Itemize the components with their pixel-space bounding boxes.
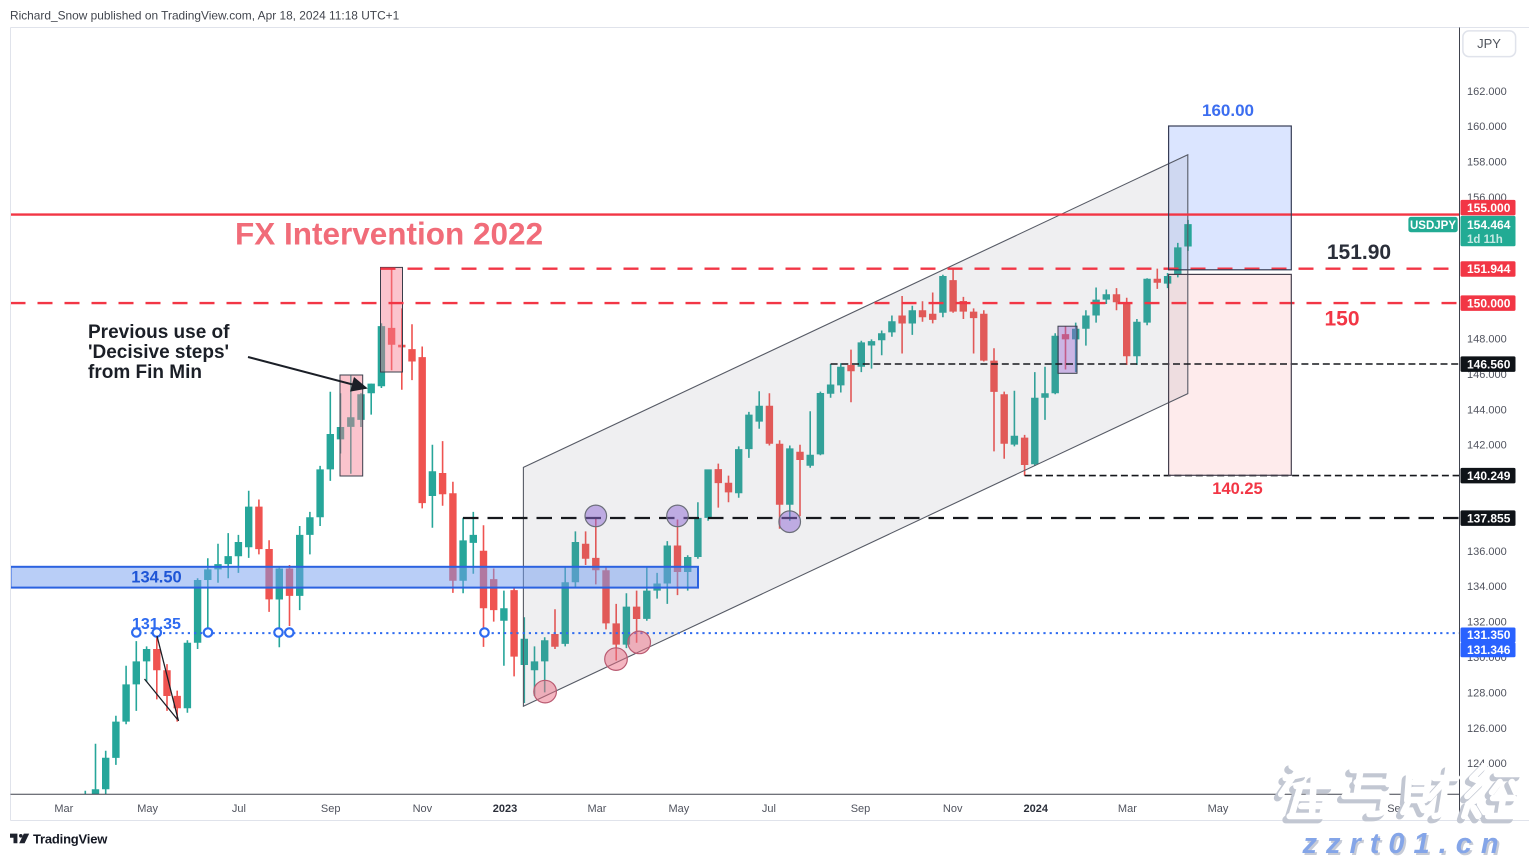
svg-text:134.000: 134.000 bbox=[1467, 581, 1507, 593]
svg-text:162.000: 162.000 bbox=[1467, 86, 1507, 98]
svg-text:'Decisive steps': 'Decisive steps' bbox=[88, 342, 229, 363]
svg-text:140.25: 140.25 bbox=[1212, 480, 1262, 498]
svg-text:2023: 2023 bbox=[493, 803, 517, 815]
svg-text:Richard_Snow published on Trad: Richard_Snow published on TradingView.co… bbox=[10, 9, 400, 23]
svg-text:140.249: 140.249 bbox=[1467, 469, 1511, 483]
svg-text:FX Intervention 2022: FX Intervention 2022 bbox=[235, 216, 543, 252]
svg-text:Mar: Mar bbox=[1118, 803, 1137, 815]
svg-text:JPY: JPY bbox=[1477, 36, 1501, 51]
svg-text:zzrt01.cn: zzrt01.cn bbox=[1301, 828, 1507, 857]
svg-text:131.346: 131.346 bbox=[1467, 643, 1511, 657]
svg-text:158.000: 158.000 bbox=[1467, 157, 1507, 169]
svg-text:134.50: 134.50 bbox=[131, 569, 181, 587]
svg-text:Jul: Jul bbox=[762, 803, 776, 815]
svg-text:160.000: 160.000 bbox=[1467, 121, 1507, 133]
svg-text:Sep: Sep bbox=[851, 803, 871, 815]
svg-text:132.000: 132.000 bbox=[1467, 617, 1507, 629]
svg-text:1d 11h: 1d 11h bbox=[1467, 234, 1503, 246]
svg-text:131.35: 131.35 bbox=[132, 616, 181, 633]
svg-text:128.000: 128.000 bbox=[1467, 687, 1507, 699]
svg-text:146.560: 146.560 bbox=[1467, 357, 1511, 371]
svg-text:151.90: 151.90 bbox=[1327, 241, 1391, 264]
svg-text:160.00: 160.00 bbox=[1202, 101, 1254, 120]
svg-text:151.944: 151.944 bbox=[1467, 262, 1511, 276]
svg-text:131.350: 131.350 bbox=[1467, 628, 1511, 642]
svg-text:154.464: 154.464 bbox=[1467, 218, 1511, 232]
svg-text:Mar: Mar bbox=[588, 803, 607, 815]
svg-text:2024: 2024 bbox=[1024, 803, 1049, 815]
svg-text:126.000: 126.000 bbox=[1467, 723, 1507, 735]
svg-text:Sep: Sep bbox=[321, 803, 341, 815]
svg-text:144.000: 144.000 bbox=[1467, 404, 1507, 416]
svg-text:Nov: Nov bbox=[413, 803, 433, 815]
svg-text:142.000: 142.000 bbox=[1467, 440, 1507, 452]
svg-text:Previous use of: Previous use of bbox=[88, 322, 230, 343]
svg-text:Jul: Jul bbox=[232, 803, 246, 815]
svg-text:148.000: 148.000 bbox=[1467, 334, 1507, 346]
svg-text:136.000: 136.000 bbox=[1467, 546, 1507, 558]
svg-text:May: May bbox=[137, 803, 158, 815]
svg-text:155.000: 155.000 bbox=[1467, 201, 1511, 215]
svg-text:May: May bbox=[669, 803, 690, 815]
svg-text:zzrt01.cn: zzrt01.cn bbox=[1303, 830, 1509, 857]
svg-text:Mar: Mar bbox=[54, 803, 73, 815]
svg-text:USDJPY: USDJPY bbox=[1410, 220, 1456, 232]
svg-text:May: May bbox=[1208, 803, 1229, 815]
svg-text:150.000: 150.000 bbox=[1467, 296, 1511, 310]
svg-text:TradingView: TradingView bbox=[33, 831, 108, 846]
svg-text:150: 150 bbox=[1324, 308, 1359, 331]
svg-text:from Fin Min: from Fin Min bbox=[88, 362, 202, 383]
svg-text:Nov: Nov bbox=[943, 803, 963, 815]
svg-text:137.855: 137.855 bbox=[1467, 511, 1511, 525]
